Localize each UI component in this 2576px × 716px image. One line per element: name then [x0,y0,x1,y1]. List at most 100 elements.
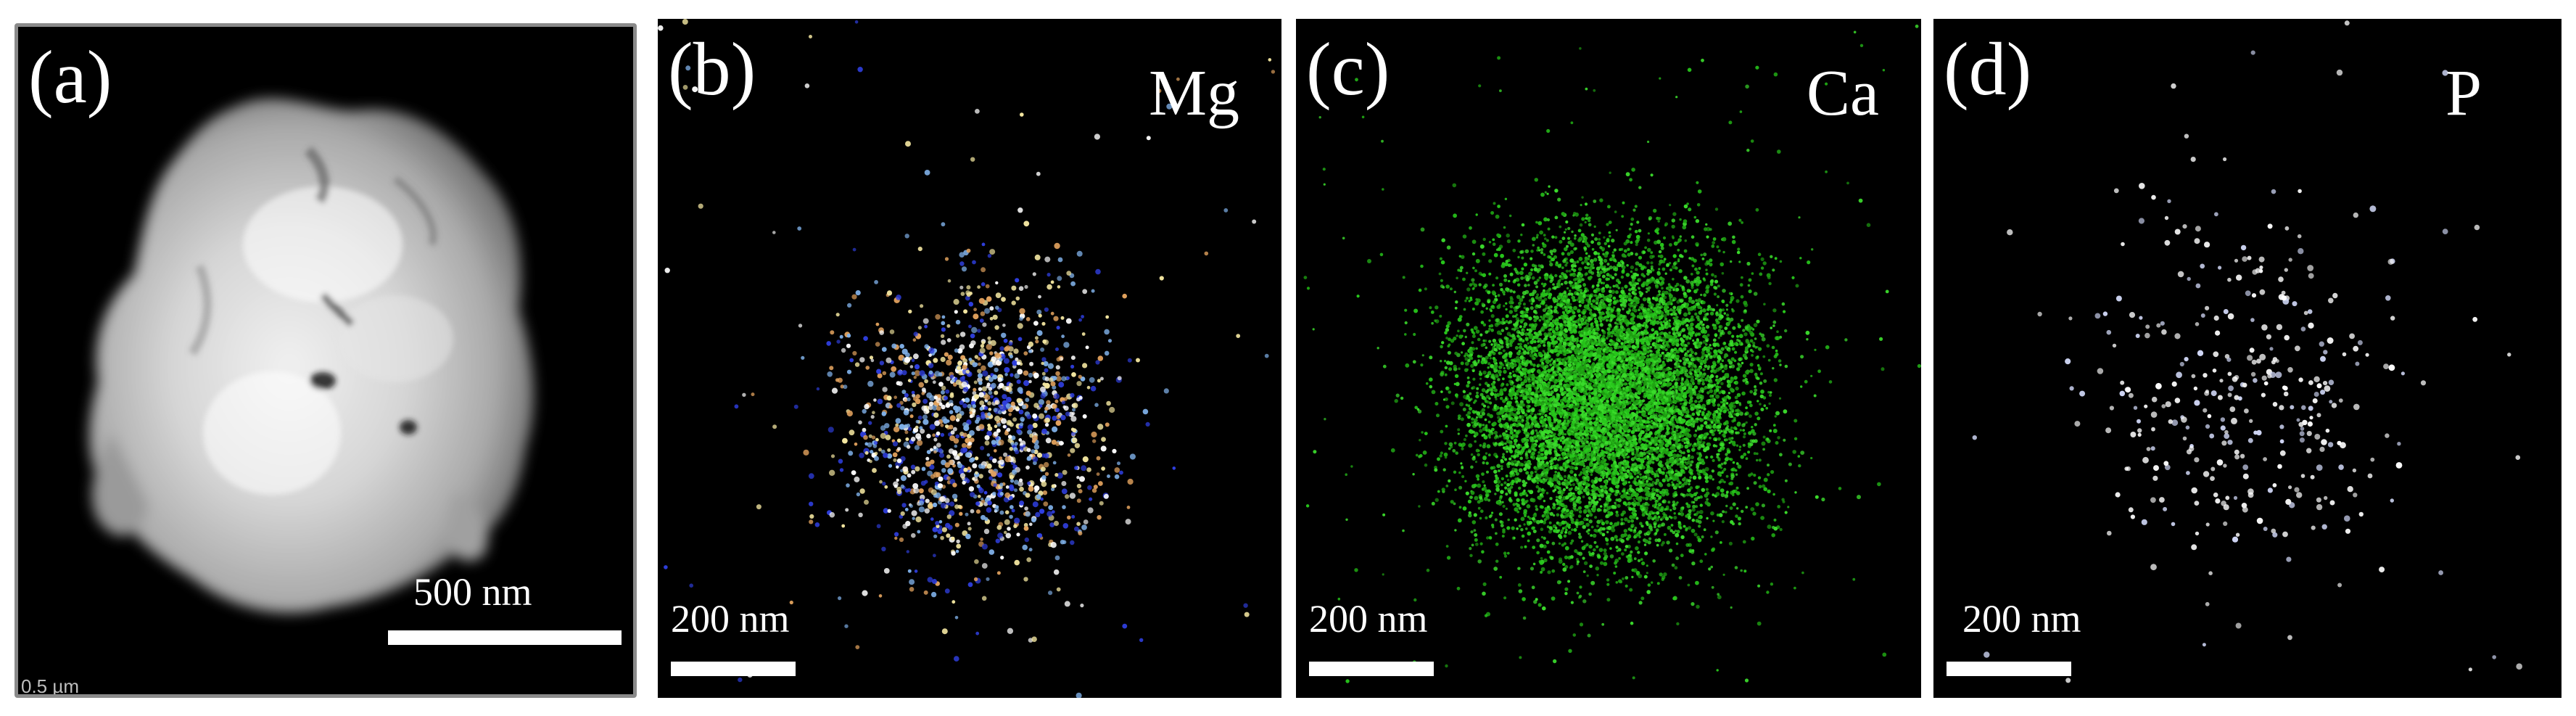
element-signal-dot [1503,554,1508,558]
element-signal-dot [978,362,981,366]
element-signal-dot [1749,363,1754,367]
element-signal-dot [1477,453,1480,457]
element-signal-dot [1008,341,1013,346]
element-signal-dot [911,469,916,474]
element-signal-dot [981,563,988,569]
element-signal-dot [999,358,1003,362]
element-signal-dot [1039,413,1044,419]
element-signal-dot [1603,561,1608,567]
element-signal-dot [944,352,949,357]
element-signal-dot [1070,355,1076,361]
element-signal-dot [814,522,820,527]
element-signal-dot [944,395,949,400]
element-signal-dot [1097,424,1104,430]
element-signal-dot [1571,230,1574,234]
element-signal-dot [1807,260,1811,265]
element-signal-dot [896,295,901,300]
element-signal-dot [1053,316,1059,321]
element-signal-dot [972,260,976,265]
element-signal-dot [1437,457,1440,461]
element-signal-dot [1571,528,1574,531]
element-signal-dot [1673,516,1677,520]
element-signal-dot [1127,478,1134,485]
element-signal-dot [1018,286,1024,292]
element-signal-dot [1072,411,1076,416]
element-signal-dot [1643,575,1648,579]
element-signal-dot [1561,527,1565,530]
element-signal-dot [842,437,848,444]
element-signal-dot [1683,441,1686,445]
element-signal-dot [1468,511,1471,514]
element-signal-dot [915,425,919,429]
element-signal-dot [1464,361,1469,366]
element-signal-dot [854,476,860,482]
element-signal-dot [965,398,970,403]
element-signal-dot [1022,444,1026,448]
element-signal-dot [734,404,739,409]
element-signal-dot [1082,363,1088,369]
element-signal-dot [1828,380,1833,384]
element-signal-dot [1517,567,1521,570]
element-signal-dot [1557,490,1561,495]
element-signal-dot [1581,217,1585,221]
element-signal-dot [1637,559,1641,563]
element-signal-dot [1525,471,1530,475]
element-signal-dot [1530,430,1535,435]
element-signal-dot [1690,528,1696,533]
element-signal-dot [1498,365,1503,369]
element-signal-dot [835,378,840,382]
element-signal-dot [1444,366,1448,370]
element-signal-dot [975,631,980,635]
element-signal-dot [930,448,933,452]
element-signal-dot [987,254,992,258]
element-signal-dot [1697,279,1702,284]
element-signal-dot [994,353,1001,358]
element-signal-dot [1063,397,1068,401]
element-signal-dot [970,340,976,346]
element-signal-dot [1777,505,1781,509]
element-signal-dot [1125,519,1131,525]
element-signal-dot [981,464,986,469]
element-signal-dot [930,489,937,495]
element-signal-dot [928,353,932,358]
element-signal-dot [1506,526,1511,530]
element-signal-dot [936,398,942,403]
element-signal-dot [957,504,962,509]
element-signal-dot [899,424,905,430]
element-signal-dot [1402,276,1405,279]
element-signal-dot [1730,317,1734,321]
element-signal-dot [909,504,913,509]
element-signal-dot [1512,290,1516,294]
element-signal-dot [1746,487,1749,490]
element-signal-dot [1646,480,1649,483]
element-signal-dot [986,453,991,457]
element-signal-dot [995,305,999,310]
element-signal-dot [1578,510,1582,514]
element-signal-dot [862,408,867,414]
element-signal-dot [1602,527,1606,531]
element-signal-dot [980,538,983,541]
element-signal-dot [1585,87,1588,91]
element-signal-dot [912,393,916,398]
element-signal-dot [987,412,991,416]
element-signal-dot [1070,392,1075,398]
element-signal-dot [941,385,946,391]
element-signal-dot [1065,318,1072,324]
element-signal-dot [1114,474,1120,480]
element-signal-dot [999,346,1004,351]
element-signal-dot [1485,516,1488,520]
element-signal-dot [1477,506,1481,510]
element-signal-dot [1025,465,1030,470]
element-signal-dot [938,448,943,453]
element-signal-dot [1595,301,1599,305]
element-signal-dot [1545,304,1548,308]
element-signal-dot [1767,390,1770,394]
element-signal-dot [1044,453,1049,458]
element-signal-dot [1004,373,1008,376]
element-signal-dot [1565,269,1569,273]
element-signal-dot [1650,251,1654,254]
element-signal-dot [981,341,986,345]
element-signal-dot [871,435,876,440]
element-signal-dot [1717,486,1721,490]
element-signal-dot [1653,208,1657,213]
